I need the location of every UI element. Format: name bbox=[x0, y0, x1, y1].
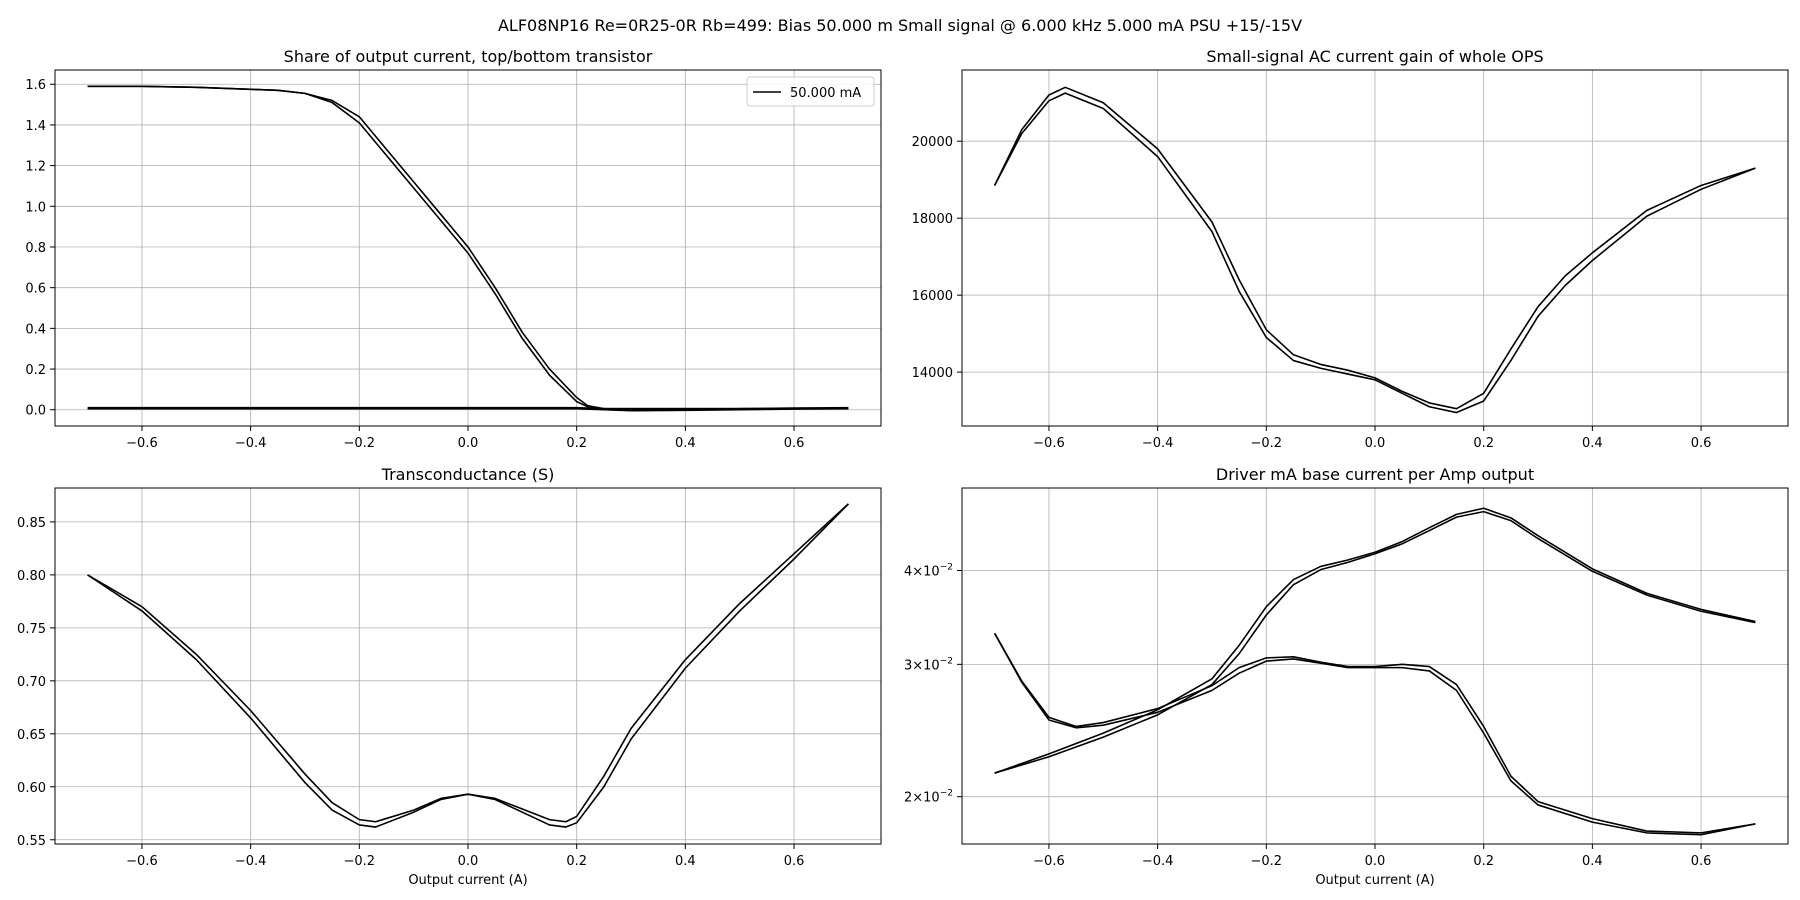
x-tick-label: −0.6 bbox=[1033, 854, 1065, 869]
chart-driver-base-current: −0.6 −0.4 −0.2 0.0 0.2 0.4 0.6 2×10−2 3×10−2 4×10… bbox=[904, 465, 1789, 888]
x-tick-label: 0.2 bbox=[566, 436, 587, 451]
series-line-2 bbox=[87, 503, 849, 828]
series-line-1 bbox=[994, 507, 1756, 774]
y-tick-label: 0.65 bbox=[17, 728, 46, 743]
series-group bbox=[87, 85, 849, 412]
series-line-4 bbox=[993, 632, 1756, 836]
y-tick-label: 2×10−2 bbox=[904, 789, 953, 806]
x-tick-label: 0.2 bbox=[566, 854, 587, 869]
y-tick-label: 0.80 bbox=[17, 569, 46, 584]
series-group bbox=[87, 503, 849, 828]
series-group bbox=[993, 507, 1756, 836]
x-tick-label: 0.0 bbox=[458, 854, 479, 869]
chart-title: Share of output current, top/bottom tran… bbox=[284, 47, 653, 66]
x-tick-label: 0.2 bbox=[1473, 436, 1494, 451]
y-tick-label: 20000 bbox=[912, 135, 953, 150]
chart-title: Driver mA base current per Amp output bbox=[1216, 465, 1534, 484]
series-line-2 bbox=[993, 92, 1756, 414]
series-line-2 bbox=[87, 85, 849, 410]
x-tick-label: 0.0 bbox=[1365, 854, 1386, 869]
x-tick-label: 0.4 bbox=[675, 854, 696, 869]
series-group bbox=[993, 86, 1756, 414]
x-tick-label: 0.4 bbox=[1582, 854, 1603, 869]
y-tick-label: 0.2 bbox=[25, 363, 46, 378]
x-tick-label: 0.4 bbox=[675, 436, 696, 451]
y-tick-label: 3×10−2 bbox=[904, 656, 953, 673]
chart-title: Small-signal AC current gain of whole OP… bbox=[1206, 47, 1543, 66]
chart-share-of-output-current: −0.6 −0.4 −0.2 0.0 0.2 0.4 0.6 0.0 0.2 0.4 0.6 0.8 1… bbox=[25, 47, 882, 451]
y-tick-label: 0.4 bbox=[25, 322, 46, 337]
x-tick-label: −0.6 bbox=[1033, 436, 1065, 451]
x-tick-label: −0.6 bbox=[126, 436, 158, 451]
x-axis-label: Output current (A) bbox=[408, 873, 527, 888]
series-line-3 bbox=[993, 632, 1756, 834]
y-tick-label: 0.60 bbox=[17, 781, 46, 796]
series-line-3 bbox=[87, 406, 849, 411]
x-tick-label: 0.0 bbox=[458, 436, 479, 451]
y-tick-label: 18000 bbox=[912, 212, 953, 227]
y-tick-label: 14000 bbox=[912, 366, 953, 381]
series-line-4 bbox=[87, 407, 849, 412]
y-tick-label: 16000 bbox=[912, 289, 953, 304]
legend: 50.000 mA bbox=[746, 76, 875, 107]
y-tick-label: 1.4 bbox=[25, 119, 46, 134]
chart-transconductance: −0.6 −0.4 −0.2 0.0 0.2 0.4 0.6 0.55 0.60 0.65 0.70… bbox=[17, 465, 882, 888]
x-tick-label: 0.6 bbox=[784, 436, 805, 451]
legend-box bbox=[746, 76, 875, 107]
x-tick-label: 0.2 bbox=[1473, 854, 1494, 869]
x-tick-label: 0.6 bbox=[1691, 436, 1712, 451]
y-tick-label: 0.0 bbox=[25, 404, 46, 419]
x-tick-label: 0.6 bbox=[784, 854, 805, 869]
x-tick-label: −0.2 bbox=[344, 854, 376, 869]
y-tick-label: 0.55 bbox=[17, 834, 46, 849]
y-tick-label: 1.0 bbox=[25, 200, 46, 215]
y-tick-label: 0.70 bbox=[17, 675, 46, 690]
x-tick-label: −0.4 bbox=[235, 854, 267, 869]
y-tick-label: 0.8 bbox=[25, 241, 46, 256]
x-tick-label: −0.2 bbox=[1251, 854, 1283, 869]
y-tick-label: 4×10−2 bbox=[904, 562, 953, 579]
figure-title: ALF08NP16 Re=0R25-0R Rb=499: Bias 50.000… bbox=[498, 16, 1302, 35]
legend-label: 50.000 mA bbox=[790, 86, 861, 101]
x-tick-label: 0.6 bbox=[1691, 854, 1712, 869]
x-tick-label: −0.2 bbox=[344, 436, 376, 451]
x-tick-label: −0.6 bbox=[126, 854, 158, 869]
x-tick-label: −0.4 bbox=[1142, 854, 1174, 869]
y-tick-label: 0.6 bbox=[25, 282, 46, 297]
series-line-1 bbox=[993, 86, 1756, 410]
y-tick-label: 1.6 bbox=[25, 78, 46, 93]
x-axis-label: Output current (A) bbox=[1315, 873, 1434, 888]
y-tick-label: 1.2 bbox=[25, 160, 46, 175]
x-tick-label: 0.4 bbox=[1582, 436, 1603, 451]
y-tick-label: 0.85 bbox=[17, 516, 46, 531]
chart-title: Transconductance (S) bbox=[381, 465, 555, 484]
chart-ac-current-gain: −0.6 −0.4 −0.2 0.0 0.2 0.4 0.6 14000 16000 18000 2… bbox=[912, 47, 1789, 451]
x-tick-label: 0.0 bbox=[1365, 436, 1386, 451]
x-tick-label: −0.4 bbox=[1142, 436, 1174, 451]
x-tick-label: −0.2 bbox=[1251, 436, 1283, 451]
y-tick-label: 0.75 bbox=[17, 622, 46, 637]
x-tick-label: −0.4 bbox=[235, 436, 267, 451]
